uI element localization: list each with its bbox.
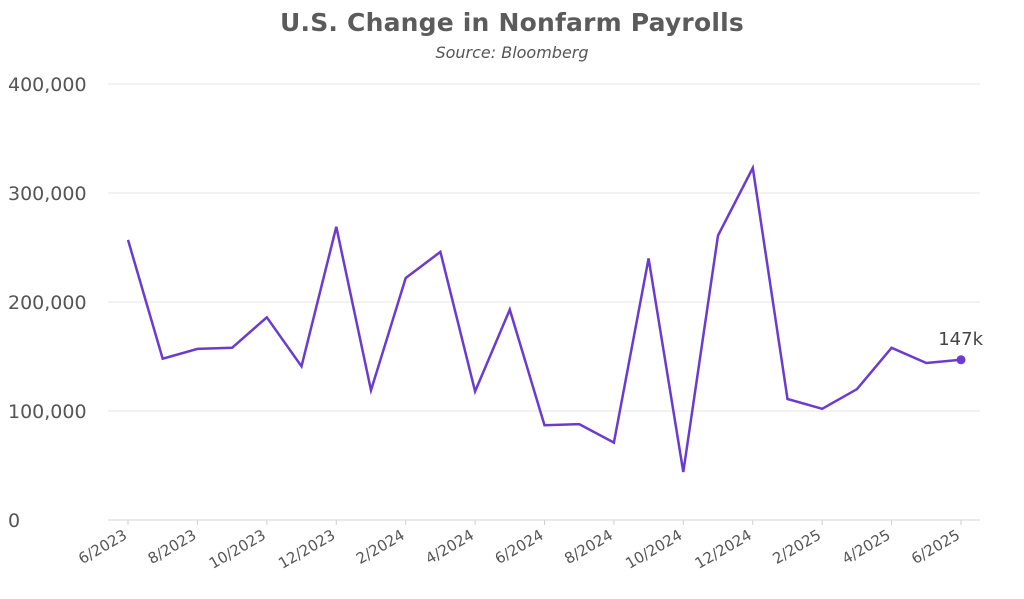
x-tick-label: 4/2024 (422, 526, 477, 568)
x-tick-label: 10/2024 (622, 526, 685, 573)
y-tick-label: 400,000 (8, 74, 87, 96)
x-tick-label: 6/2025 (908, 526, 963, 568)
x-tick-label: 8/2023 (145, 526, 200, 568)
grid-lines (108, 83, 980, 521)
y-tick-label: 300,000 (8, 183, 87, 205)
x-tick-label: 4/2025 (839, 526, 894, 568)
x-tick-label: 8/2024 (561, 526, 616, 568)
annotations: 147k (938, 329, 983, 350)
series-line (126, 163, 962, 473)
y-tick-label: 200,000 (8, 292, 87, 314)
y-tick-label: 0 (8, 510, 20, 532)
data-label: 147k (938, 329, 983, 350)
series-group (126, 163, 966, 473)
x-tick-label: 6/2023 (75, 526, 130, 568)
x-tick-label: 12/2024 (692, 526, 755, 573)
chart-subtitle: Source: Bloomberg (435, 43, 589, 62)
x-tick-label: 10/2023 (206, 526, 269, 573)
x-tick-label: 6/2024 (492, 526, 547, 568)
x-tick-label: 2/2025 (769, 526, 824, 568)
x-tick-label: 2/2024 (353, 526, 408, 568)
chart-title: U.S. Change in Nonfarm Payrolls (280, 8, 744, 37)
data-point (956, 355, 966, 365)
y-axis: 0 100,000 200,000 300,000 400,000 (8, 74, 87, 532)
x-axis: 6/2023 8/2023 10/2023 12/2023 2/2024 4/2024 6/… (75, 520, 963, 573)
x-tick-label: 12/2023 (275, 526, 338, 573)
y-tick-label: 100,000 (8, 401, 87, 423)
